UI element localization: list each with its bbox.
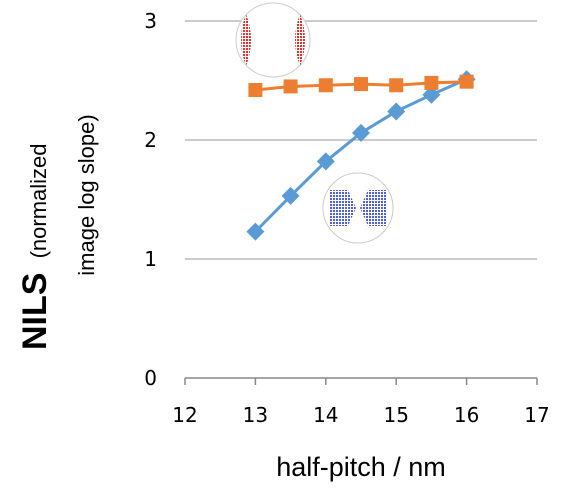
y-axis-title: NILS — [16, 273, 54, 350]
x-tick-label: 13 — [243, 403, 268, 427]
x-tick-label: 16 — [454, 403, 479, 427]
y-axis-label: NILS (normalized — [16, 143, 54, 350]
marker — [459, 74, 474, 89]
y-tick-label: 2 — [144, 128, 157, 152]
marker — [318, 78, 333, 93]
inset-red — [235, 2, 311, 78]
marker — [422, 85, 441, 104]
y-tick-label: 0 — [144, 366, 157, 390]
y-axis-note: image log slope) — [74, 114, 99, 275]
y-axis-note: (normalized — [26, 143, 51, 258]
marker — [387, 102, 406, 121]
marker — [354, 77, 368, 92]
x-tick-label: 17 — [524, 403, 549, 427]
marker — [248, 83, 263, 98]
inset-blue — [322, 172, 394, 244]
y-tick-label: 3 — [144, 9, 157, 33]
marker — [389, 78, 404, 93]
y-tick-label: 1 — [144, 247, 157, 271]
x-tick-label: 14 — [313, 403, 338, 427]
x-tick-label: 15 — [383, 403, 408, 427]
x-axis-label: half-pitch / nm — [276, 452, 446, 482]
marker — [424, 75, 439, 90]
marker — [283, 79, 298, 94]
marker — [246, 222, 265, 241]
x-tick-label: 12 — [172, 403, 197, 427]
marker — [352, 123, 370, 142]
marker — [316, 152, 335, 171]
marker — [281, 186, 300, 205]
